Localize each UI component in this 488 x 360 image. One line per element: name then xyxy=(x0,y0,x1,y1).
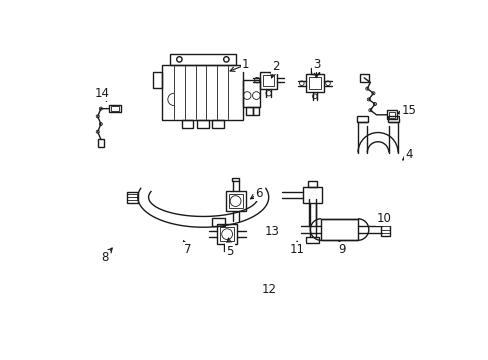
Text: 7: 7 xyxy=(183,243,191,256)
Bar xyxy=(260,72,277,89)
Bar xyxy=(387,116,398,122)
Bar xyxy=(306,237,318,243)
Bar xyxy=(217,224,237,244)
Bar xyxy=(308,77,321,89)
Bar xyxy=(153,72,162,88)
Bar xyxy=(380,223,389,236)
Text: 14: 14 xyxy=(95,87,110,100)
Text: 10: 10 xyxy=(376,212,391,225)
Bar xyxy=(170,54,235,65)
Text: 15: 15 xyxy=(401,104,415,117)
Bar xyxy=(111,106,118,111)
Bar xyxy=(98,139,104,147)
Bar xyxy=(108,105,121,112)
Bar xyxy=(252,107,258,115)
Text: 1: 1 xyxy=(242,58,249,71)
Bar xyxy=(231,178,239,181)
Text: 8: 8 xyxy=(101,251,108,264)
Bar xyxy=(162,65,243,120)
Bar xyxy=(386,110,396,120)
Bar xyxy=(225,191,245,211)
Bar xyxy=(182,120,193,128)
Text: 2: 2 xyxy=(271,60,279,73)
Bar xyxy=(357,116,367,122)
Bar xyxy=(212,120,224,128)
Bar xyxy=(359,74,368,82)
Bar xyxy=(307,181,317,187)
Bar xyxy=(303,187,321,203)
Bar xyxy=(388,112,394,118)
Text: 11: 11 xyxy=(289,243,304,256)
Bar xyxy=(263,75,274,86)
Text: 13: 13 xyxy=(264,225,279,238)
Bar xyxy=(310,68,318,74)
Bar xyxy=(321,219,357,240)
Bar xyxy=(228,194,242,208)
Text: 9: 9 xyxy=(337,243,345,256)
Text: 5: 5 xyxy=(226,244,233,258)
Bar xyxy=(220,227,234,241)
Text: 4: 4 xyxy=(404,148,412,161)
Text: 3: 3 xyxy=(312,58,320,71)
Bar xyxy=(305,74,324,93)
Text: 12: 12 xyxy=(261,283,276,296)
Bar xyxy=(212,218,224,226)
Text: 6: 6 xyxy=(254,187,262,200)
Bar xyxy=(127,192,138,203)
Bar xyxy=(197,120,208,128)
Bar xyxy=(243,80,260,107)
Bar xyxy=(246,107,252,115)
